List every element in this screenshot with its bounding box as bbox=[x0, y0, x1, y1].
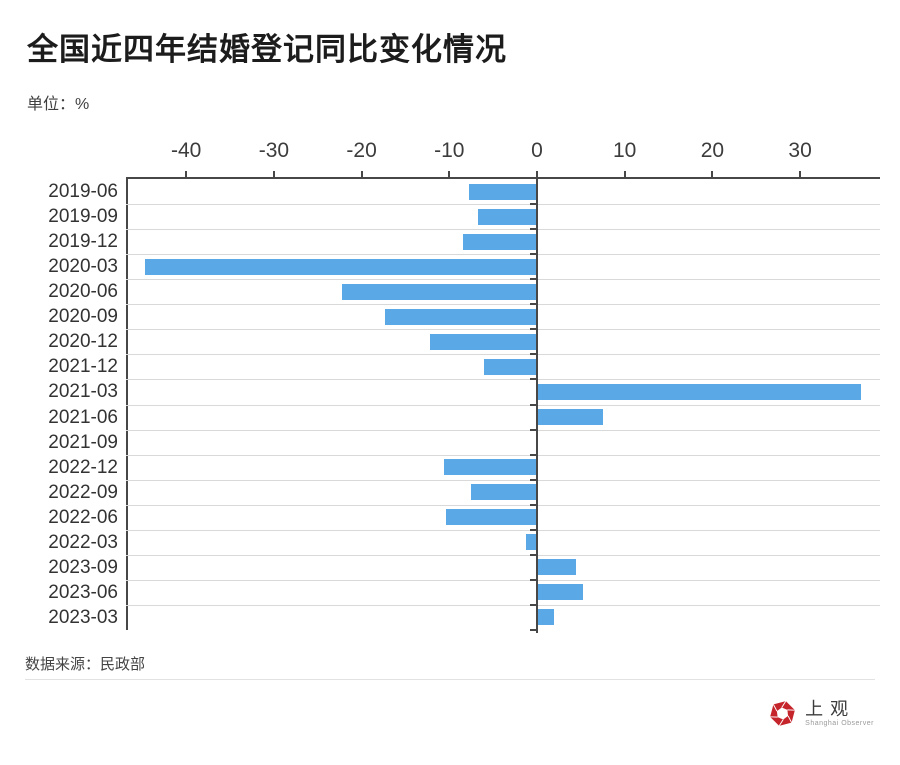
gridline bbox=[126, 379, 880, 381]
x-axis-tick-label: -20 bbox=[346, 139, 377, 162]
footer-divider bbox=[25, 679, 875, 680]
gridline bbox=[126, 429, 880, 431]
bar bbox=[537, 609, 554, 626]
y-axis-label: 2023-03 bbox=[48, 606, 118, 628]
x-axis-tick-label: 10 bbox=[613, 139, 637, 162]
x-axis-tick bbox=[799, 171, 802, 178]
unit-label: 单位：% bbox=[27, 96, 90, 113]
bar bbox=[444, 459, 537, 476]
y-axis-label: 2023-06 bbox=[48, 581, 118, 603]
x-axis-line bbox=[126, 177, 880, 179]
x-axis-tick-label: -30 bbox=[258, 139, 290, 162]
x-axis-tick-label: 20 bbox=[700, 139, 725, 162]
x-axis-tick bbox=[623, 171, 626, 178]
gridline bbox=[126, 604, 880, 606]
bar bbox=[537, 409, 603, 426]
y-axis-label: 2019-06 bbox=[48, 181, 118, 202]
y-axis-label: 2020-09 bbox=[48, 306, 118, 328]
category-tick bbox=[530, 353, 538, 356]
category-tick bbox=[530, 578, 538, 581]
y-axis-label: 2021-06 bbox=[48, 406, 118, 428]
gridline bbox=[126, 304, 880, 306]
gridline bbox=[126, 279, 880, 281]
y-axis-label: 2023-09 bbox=[48, 556, 118, 578]
category-tick bbox=[530, 503, 538, 506]
y-axis-label: 2019-09 bbox=[48, 206, 118, 228]
category-tick bbox=[530, 603, 538, 606]
x-axis-tick bbox=[185, 171, 188, 178]
category-tick bbox=[530, 403, 538, 406]
zero-axis-line bbox=[536, 179, 538, 633]
category-tick bbox=[530, 478, 538, 481]
gridline bbox=[126, 254, 880, 256]
y-axis-label: 2021-03 bbox=[48, 381, 118, 403]
category-tick bbox=[530, 528, 538, 531]
logo-text: 上观 Shanghai Observer bbox=[805, 699, 874, 727]
bar bbox=[471, 484, 537, 501]
category-tick bbox=[530, 253, 538, 256]
bar bbox=[478, 208, 537, 225]
x-axis-tick-label: -40 bbox=[171, 139, 202, 162]
x-axis-tick-label: -10 bbox=[434, 139, 465, 162]
category-tick bbox=[530, 378, 538, 381]
gridline bbox=[126, 554, 880, 556]
y-axis-label: 2022-12 bbox=[48, 456, 118, 478]
bar bbox=[483, 358, 537, 375]
x-axis-tick-label: 0 bbox=[531, 139, 543, 162]
category-tick bbox=[530, 328, 538, 331]
x-axis-tick-label: 30 bbox=[788, 139, 812, 162]
category-tick bbox=[530, 228, 538, 231]
y-axis-label: 2021-09 bbox=[48, 431, 118, 453]
bar bbox=[468, 183, 537, 200]
bar bbox=[430, 333, 537, 350]
bar bbox=[526, 534, 537, 551]
x-axis-tick bbox=[360, 171, 363, 178]
y-axis-label: 2020-03 bbox=[48, 256, 118, 278]
bar bbox=[445, 509, 537, 526]
bar bbox=[537, 559, 577, 576]
category-tick bbox=[530, 553, 538, 556]
gridline bbox=[126, 329, 880, 331]
bar bbox=[342, 283, 537, 300]
category-tick bbox=[530, 629, 538, 631]
y-axis-label: 2022-09 bbox=[48, 481, 118, 503]
gridline bbox=[126, 504, 880, 506]
aperture-logo-icon bbox=[770, 700, 796, 726]
y-axis-label: 2022-06 bbox=[48, 506, 118, 528]
gridline bbox=[126, 204, 880, 206]
category-tick bbox=[530, 203, 538, 206]
bar bbox=[144, 258, 537, 275]
logo-name-en: Shanghai Observer bbox=[805, 720, 874, 727]
bar bbox=[463, 233, 537, 250]
bar bbox=[537, 584, 584, 601]
gridline bbox=[126, 229, 880, 231]
y-axis-label: 2021-12 bbox=[48, 356, 118, 378]
data-source-label: 数据来源：民政部 bbox=[25, 656, 146, 673]
chart-title: 全国近四年结婚登记同比变化情况 bbox=[27, 32, 507, 67]
category-tick bbox=[530, 278, 538, 281]
y-axis-label: 2022-03 bbox=[48, 531, 118, 553]
gridline bbox=[126, 479, 880, 481]
y-axis-label: 2020-06 bbox=[48, 281, 118, 303]
category-tick bbox=[530, 453, 538, 456]
shanghai-observer-logo: 上观 Shanghai Observer bbox=[769, 699, 874, 727]
x-axis-tick bbox=[272, 171, 275, 178]
x-axis-tick bbox=[448, 171, 451, 178]
x-axis-tick bbox=[711, 171, 714, 178]
y-axis-label: 2020-12 bbox=[48, 331, 118, 353]
gridline bbox=[126, 454, 880, 456]
category-tick bbox=[530, 428, 538, 431]
bar bbox=[385, 308, 537, 325]
bar bbox=[537, 383, 861, 400]
category-tick bbox=[530, 303, 538, 306]
gridline bbox=[126, 579, 880, 581]
x-axis-tick bbox=[536, 171, 538, 178]
gridline bbox=[126, 404, 880, 406]
gridline bbox=[126, 529, 880, 531]
logo-name-cn: 上观 bbox=[805, 699, 856, 719]
y-axis-label: 2019-12 bbox=[48, 231, 118, 253]
gridline bbox=[126, 354, 880, 356]
